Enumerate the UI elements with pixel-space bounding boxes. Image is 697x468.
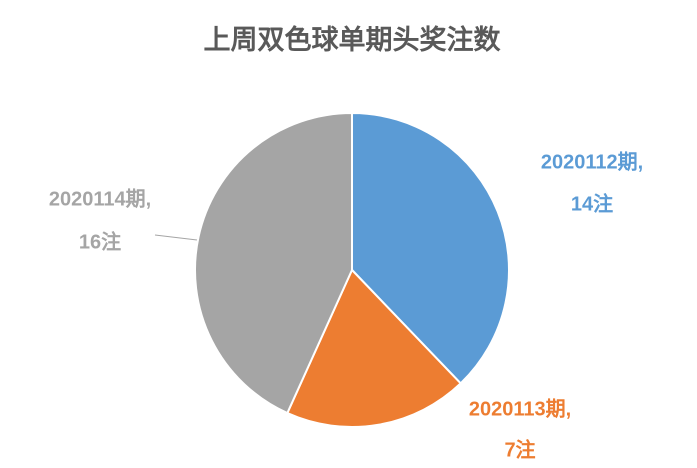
category-label: 2020112期, (541, 150, 643, 173)
category-label: 2020113期, (469, 397, 571, 420)
pie-slice (351, 111, 510, 385)
pie-slice (286, 268, 463, 428)
category-label: 2020114期, (49, 187, 151, 210)
value-label: 14注 (571, 191, 613, 215)
value-label: 7注 (504, 437, 535, 461)
value-label: 16注 (79, 229, 121, 253)
chart-title: 上周双色球单期头奖注数 (204, 24, 502, 55)
pie-slice (194, 111, 353, 415)
leader-line (154, 234, 198, 241)
